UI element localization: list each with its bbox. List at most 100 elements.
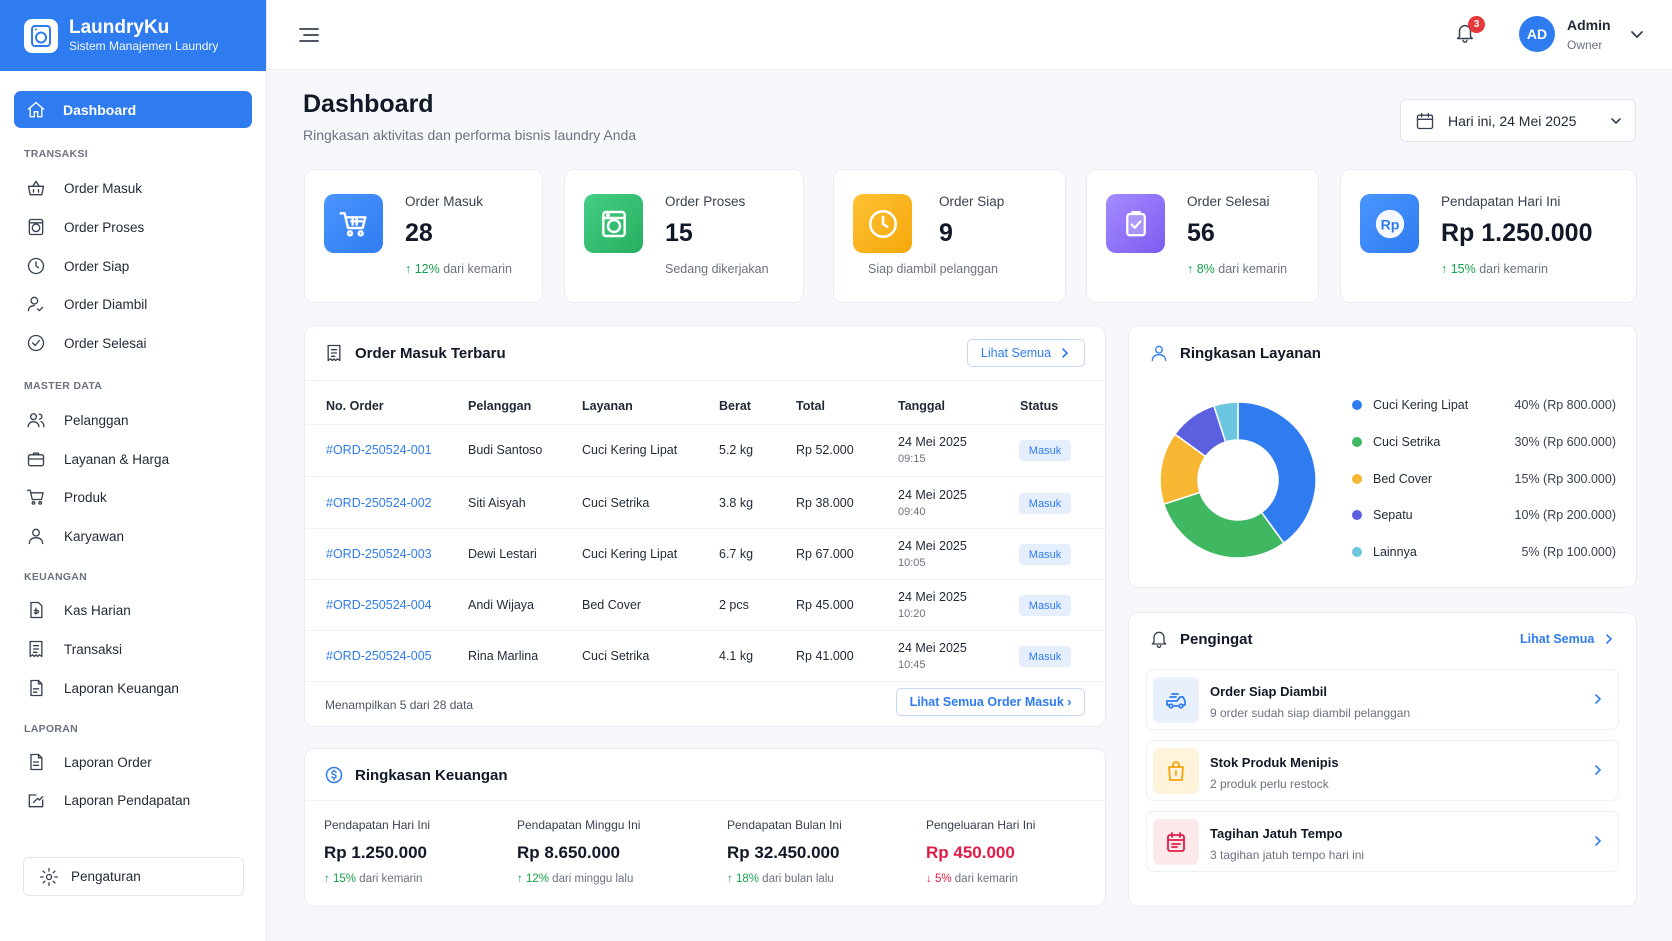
order-id-link[interactable]: #ORD-250524-005 (326, 649, 432, 663)
dollar-circle-icon (325, 766, 343, 784)
sidebar: LaundryKu Sistem Manajemen Laundry Dashb… (0, 0, 267, 941)
status-badge: Masuk (1019, 544, 1071, 565)
view-all-incoming-orders-button[interactable]: Lihat Semua Order Masuk › (896, 688, 1085, 716)
weight-cell: 2 pcs (719, 598, 749, 612)
date-cell: 24 Mei 2025 (898, 435, 967, 449)
view-all-reminders-link[interactable]: Lihat Semua (1520, 632, 1615, 646)
status-badge: Masuk (1019, 440, 1071, 461)
stat-card-order-masuk[interactable]: Order Masuk 28 ↑ 12% dari kemarin (304, 169, 543, 303)
service-cell: Cuci Kering Lipat (582, 443, 678, 457)
stat-value: Rp 1.250.000 (1441, 219, 1593, 247)
user-icon (28, 528, 44, 545)
total-cell: Rp 41.000 (796, 649, 854, 663)
reminder-item-stok-produk[interactable]: Stok Produk Menipis 2 produk perlu resto… (1146, 740, 1619, 801)
document-icon (30, 753, 43, 771)
sidebar-item-label: Laporan Keuangan (64, 680, 179, 696)
stat-card-order-siap[interactable]: Order Siap 9 Siap diambil pelanggan (833, 169, 1066, 303)
stat-note: Siap diambil pelanggan (868, 262, 998, 276)
date-cell: 24 Mei 2025 (898, 539, 967, 553)
sidebar-item-label: Produk (64, 489, 107, 505)
app-name: LaundryKu (69, 17, 170, 38)
avatar[interactable]: AD (1519, 16, 1555, 52)
panel-title: Ringkasan Keuangan (355, 767, 508, 784)
sidebar-item-kas-harian[interactable]: Kas Harian (26, 597, 131, 623)
column-header: Layanan (582, 399, 633, 413)
clock-icon (853, 194, 912, 253)
sidebar-item-order-diambil[interactable]: Order Diambil (26, 291, 147, 317)
sidebar-item-label: Dashboard (63, 101, 137, 118)
rupiah-icon: Rp (1360, 194, 1419, 253)
sidebar-item-layanan-harga[interactable]: Layanan & Harga (26, 446, 169, 472)
sidebar-item-karyawan[interactable]: Karyawan (26, 523, 124, 549)
stat-label: Order Masuk (405, 194, 484, 209)
sidebar-item-pelanggan[interactable]: Pelanggan (26, 407, 129, 433)
divider (304, 424, 1105, 425)
calendar-icon (1416, 112, 1434, 129)
weight-cell: 4.1 kg (719, 649, 754, 663)
page-subtitle: Ringkasan aktivitas dan performa bisnis … (303, 127, 637, 143)
order-id-link[interactable]: #ORD-250524-004 (326, 598, 432, 612)
trend-icon (28, 794, 44, 808)
briefcase-icon (27, 452, 45, 467)
reminder-subtitle: 3 tagihan jatuh tempo hari ini (1210, 848, 1365, 862)
sidebar-item-label: Pelanggan (64, 412, 129, 428)
customer-cell: Budi Santoso (468, 443, 543, 457)
view-all-orders-button[interactable]: Lihat Semua (967, 339, 1085, 367)
sidebar-item-laporan-pendapatan[interactable]: Laporan Pendapatan (26, 787, 190, 813)
reminder-title: Stok Produk Menipis (1210, 755, 1339, 770)
total-cell: Rp 38.000 (796, 496, 854, 510)
settings-button[interactable]: Pengaturan (23, 857, 244, 896)
basket-icon (27, 180, 45, 196)
chevron-right-icon (1062, 348, 1069, 358)
stat-value: 9 (939, 219, 953, 247)
column-header: Pelanggan (468, 399, 532, 413)
sidebar-item-produk[interactable]: Produk (26, 484, 107, 510)
stat-card-pendapatan[interactable]: Rp Pendapatan Hari Ini Rp 1.250.000 ↑ 15… (1340, 169, 1637, 303)
sidebar-item-label: Order Selesai (64, 335, 147, 351)
date-filter-dropdown[interactable]: Hari ini, 24 Mei 2025 (1400, 99, 1636, 142)
order-id-link[interactable]: #ORD-250524-001 (326, 443, 432, 457)
sidebar-item-transaksi[interactable]: Transaksi (26, 636, 122, 662)
sidebar-item-laporan-keuangan[interactable]: Laporan Keuangan (26, 675, 179, 701)
divider (304, 528, 1105, 529)
stat-note: ↑ 15% dari kemarin (1441, 262, 1549, 276)
sidebar-item-order-masuk[interactable]: Order Masuk (26, 175, 142, 201)
sidebar-item-order-siap[interactable]: Order Siap (26, 253, 129, 279)
order-id-link[interactable]: #ORD-250524-003 (326, 547, 432, 561)
app-tagline: Sistem Manajemen Laundry (69, 39, 219, 53)
column-header: Tanggal (898, 399, 945, 413)
chevron-down-icon (1611, 118, 1621, 125)
stat-note: Sedang dikerjakan (665, 262, 769, 276)
sidebar-item-label: Karyawan (64, 528, 125, 544)
user-name[interactable]: Admin (1567, 17, 1611, 33)
legend-swatch (1352, 437, 1362, 447)
view-all-label: Lihat Semua (980, 346, 1052, 360)
donut-slice-cuci-setrika (1162, 491, 1285, 559)
legend-value: 40% (Rp 800.000) (1514, 398, 1616, 412)
reminder-item-tagihan[interactable]: Tagihan Jatuh Tempo 3 tagihan jatuh temp… (1146, 811, 1619, 872)
notification-badge: 3 (1468, 16, 1485, 33)
sidebar-item-dashboard[interactable]: Dashboard (14, 91, 252, 128)
sidebar-item-laporan-order[interactable]: Laporan Order (26, 749, 152, 775)
legend-label: Sepatu (1373, 508, 1413, 522)
sidebar-section-title: TRANSAKSI (24, 148, 88, 160)
menu-toggle-icon[interactable] (298, 25, 320, 45)
stat-card-order-proses[interactable]: Order Proses 15 Sedang dikerjakan (564, 169, 804, 303)
sidebar-item-label: Layanan & Harga (64, 451, 170, 467)
stat-card-order-selesai[interactable]: Order Selesai 56 ↑ 8% dari kemarin (1086, 169, 1319, 303)
sidebar-item-order-selesai[interactable]: Order Selesai (26, 330, 147, 356)
reminder-item-order-siap[interactable]: Order Siap Diambil 9 order sudah siap di… (1146, 669, 1619, 730)
panel-title: Pengingat (1180, 631, 1253, 648)
finance-note: ↓ 5% dari kemarin (926, 873, 1019, 885)
chevron-down-icon[interactable] (1630, 27, 1644, 41)
shopping-bag-icon (1153, 748, 1199, 794)
order-id-link[interactable]: #ORD-250524-002 (326, 496, 432, 510)
finance-value: Rp 450.000 (926, 843, 1015, 862)
status-badge: Masuk (1019, 595, 1071, 616)
brand[interactable]: LaundryKu Sistem Manajemen Laundry (0, 0, 266, 71)
service-cell: Cuci Setrika (582, 649, 650, 663)
sidebar-item-order-proses[interactable]: Order Proses (26, 214, 144, 240)
stat-label: Order Selesai (1187, 194, 1270, 209)
sidebar-item-label: Order Masuk (64, 180, 143, 196)
notification-bell-icon[interactable] (1454, 22, 1476, 44)
